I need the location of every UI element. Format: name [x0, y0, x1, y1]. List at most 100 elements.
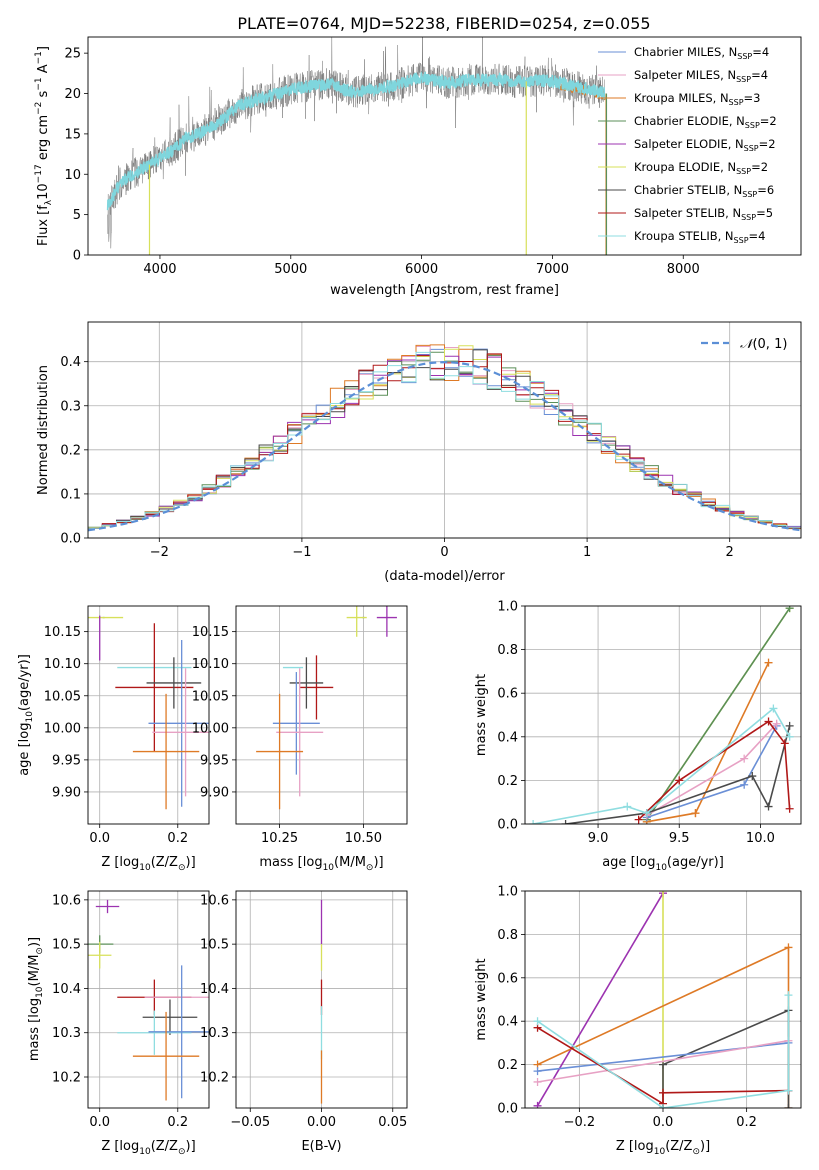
plus-marker	[769, 704, 778, 713]
error-bar-point	[346, 606, 367, 637]
y-tick-label: 9.90	[200, 785, 229, 800]
legend-entry: 𝒩(0, 1)	[740, 337, 787, 352]
y-tick-label: 1.0	[497, 600, 518, 615]
legend-entry: Salpeter STELIB, NSSP=5	[634, 206, 773, 222]
x-axis-label: mass [log10(M/M⊙)]	[259, 855, 383, 873]
axis-label-part: (Z/Z	[665, 1139, 692, 1154]
error-bar-point	[272, 672, 320, 775]
plus-marker	[642, 809, 651, 818]
x-tick-label: 0.05	[378, 1115, 407, 1130]
y-tick-label: 0.3	[60, 399, 81, 414]
plus-marker	[675, 776, 684, 785]
y-tick-label: 10.00	[44, 721, 81, 736]
error-bar-point	[148, 965, 209, 1099]
error-bar-point	[132, 1011, 200, 1101]
y-tick-label: 10	[64, 168, 81, 183]
x-tick-label: 0.2	[736, 1115, 757, 1130]
axis-label-sub: ⊙	[178, 863, 186, 873]
x-tick-label: −1	[292, 545, 311, 560]
y-tick-label: 10.15	[192, 625, 229, 640]
error-bar-point	[289, 657, 324, 709]
legend-model: Salpeter STELIB, N	[634, 206, 741, 220]
error-bar-point	[142, 999, 198, 1035]
axis-label-part: )]	[186, 855, 196, 870]
error-bar-point	[152, 668, 209, 797]
axes-frame	[235, 890, 408, 1109]
axis-label-sub: 10	[323, 863, 335, 873]
x-axis-label: (data-model)/error	[384, 569, 505, 584]
legend-value: =5	[756, 206, 773, 220]
x-tick-label: 0.2	[167, 831, 188, 846]
x-axis-label: Z [log10(Z/Z⊙)]	[101, 855, 195, 873]
plot-layer: 4000 5000 6000 7000 80000510152025wavelength…	[17, 36, 802, 1157]
legend-entry: Chabrier ELODIE, NSSP=2	[634, 114, 777, 130]
x-tick-label: 5000	[274, 262, 307, 277]
y-tick-label: 10.00	[192, 721, 229, 736]
error-bar-point	[148, 639, 209, 807]
residual-histogram	[88, 351, 801, 538]
legend-entry: Chabrier MILES, NSSP=4	[634, 45, 769, 61]
axis-label-sub: ⊙	[692, 1147, 700, 1157]
axis-label-sub: 10	[654, 1147, 666, 1157]
weight_vs_Z-axes: −0.2 0.0 0.2 0.0 0.2 0.4 0.6 0.8 1.0 Z [log10(Z/Z…	[474, 885, 802, 1157]
legend-value: =2	[751, 160, 768, 174]
axis-label-part: Z [log	[101, 855, 139, 870]
axis-label-sub: 10	[35, 986, 45, 998]
mass-weight-line	[537, 1039, 789, 1083]
plus-marker	[659, 891, 667, 895]
error-bar-point	[299, 655, 334, 720]
y-axis-label: Flux [fλ10−17 erg cm−2 s−1 A−1]	[34, 46, 54, 246]
y-tick-label: 0.4	[60, 355, 81, 370]
residuals-axes: −2 −1 0 1 2 0.0 0.1 0.2 0.3 0.4 (data-model)/error…	[36, 321, 802, 584]
legend-sub: SSP	[745, 121, 760, 130]
y-tick-label: 9.95	[200, 753, 229, 768]
plus-marker	[764, 717, 773, 726]
plus-marker	[623, 802, 632, 811]
plus-marker	[533, 1077, 542, 1086]
axis-label-sup: −1	[34, 77, 44, 90]
y-tick-label: 10.2	[200, 1071, 229, 1086]
legend-entry: Kroupa STELIB, NSSP=4	[634, 229, 765, 245]
error-bar-point	[376, 606, 397, 637]
error-bar-point	[256, 693, 304, 810]
spectrum-plot	[106, 37, 608, 255]
x-tick-label: 0.0	[89, 1115, 110, 1130]
legend-sub: SSP	[744, 144, 759, 153]
y-tick-label: 10.15	[44, 625, 81, 640]
plus-marker	[533, 1067, 542, 1076]
axis-label-part: Z [log	[101, 1139, 139, 1154]
y-tick-label: 0.6	[497, 971, 518, 986]
y-tick-label: 9.90	[52, 785, 81, 800]
y-tick-label: 10.10	[44, 657, 81, 672]
legend-model: Salpeter ELODIE, N	[634, 137, 744, 151]
legend-model: Chabrier ELODIE, N	[634, 114, 745, 128]
mass-weight-line	[646, 662, 770, 823]
mass-weight-line	[646, 723, 778, 816]
legend-model: Chabrier STELIB, N	[634, 183, 742, 197]
y-tick-label: 10.5	[52, 938, 81, 953]
axes-frame	[87, 36, 802, 256]
weight_vs_Z-plot	[533, 891, 793, 1108]
x-tick-label: 10.25	[261, 831, 298, 846]
y-tick-label: 0.4	[497, 730, 518, 745]
y-tick-label: 25	[64, 47, 81, 62]
x-tick-label: 0.0	[653, 1115, 674, 1130]
plus-marker	[634, 815, 643, 824]
y-tick-label: 0.6	[497, 687, 518, 702]
x-tick-label: −0.2	[564, 1115, 596, 1130]
y-tick-label: 5	[73, 208, 81, 223]
plus-marker	[533, 1017, 542, 1026]
mass-weight-line	[537, 995, 790, 1108]
axis-label-sub: 10	[25, 711, 35, 723]
axes-frame	[87, 605, 210, 825]
legend-entry: Chabrier STELIB, NSSP=6	[634, 183, 774, 199]
axis-label-part: age [log	[602, 855, 655, 870]
figure-title: PLATE=0764, MJD=52238, FIBERID=0254, z=0…	[237, 14, 650, 33]
y-tick-label: 10.3	[52, 1026, 81, 1041]
legend-value: =2	[760, 114, 777, 128]
axis-label-sub: ⊙	[366, 863, 374, 873]
legend-sub: SSP	[736, 75, 751, 84]
error-bar-point	[95, 899, 120, 914]
y-tick-label: 10.05	[44, 689, 81, 704]
x-tick-label: 9.0	[588, 831, 609, 846]
